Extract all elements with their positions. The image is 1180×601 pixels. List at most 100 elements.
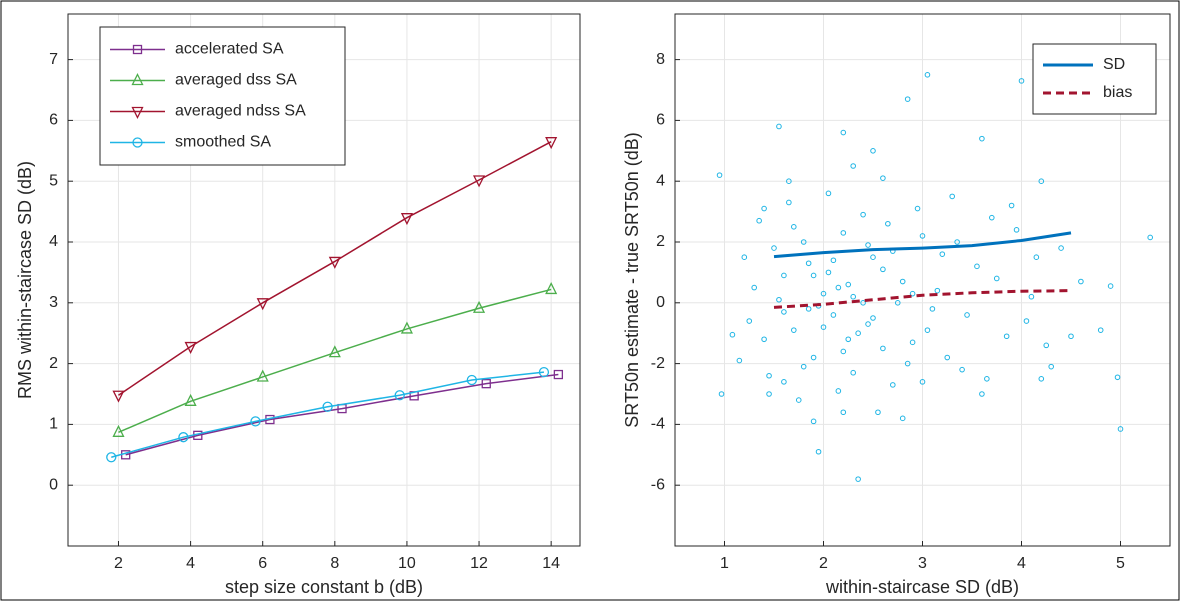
legend-label: smoothed SA <box>175 134 271 151</box>
y-tick-label: 2 <box>656 233 665 250</box>
scatter-point <box>904 96 911 102</box>
scatter-point <box>914 205 921 212</box>
scatter-point <box>865 321 871 327</box>
scatter-point <box>1068 333 1074 340</box>
y-tick-label: -4 <box>651 416 665 433</box>
x-tick-label: 12 <box>470 555 488 572</box>
y-tick-label: 4 <box>656 172 665 189</box>
scatter-point <box>1097 327 1104 333</box>
scatter-point <box>1008 202 1015 209</box>
scatter-point <box>805 260 812 267</box>
scatter-point <box>840 409 847 416</box>
scatter-point <box>850 163 857 169</box>
scatter-point <box>870 315 876 321</box>
scatter-point <box>741 254 748 261</box>
y-axis-label: SRT50n estimate - true SRT50n (dB) <box>622 132 642 427</box>
scatter-point <box>1038 178 1045 184</box>
series-line <box>118 141 552 396</box>
y-tick-label: 0 <box>656 294 665 311</box>
scatter-point <box>909 290 916 297</box>
scatter-point <box>795 397 802 403</box>
scatter-point <box>746 318 753 324</box>
scatter-point <box>835 388 842 394</box>
scatter-point <box>810 418 817 425</box>
scatter-point <box>840 230 847 236</box>
scatter-point <box>1028 293 1035 300</box>
scatter-point <box>1023 318 1030 324</box>
scatter-point <box>800 363 807 370</box>
x-axis-label: step size constant b (dB) <box>225 577 423 597</box>
scatter-point <box>1038 376 1045 382</box>
marker <box>184 341 197 355</box>
scatter-point <box>894 300 901 306</box>
y-tick-label: 7 <box>49 51 58 68</box>
scatter-point <box>1048 363 1054 370</box>
x-tick-label: 8 <box>330 555 339 572</box>
scatter-point <box>820 324 827 330</box>
scatter-point <box>919 379 926 385</box>
scatter-point <box>875 409 881 416</box>
scatter-point <box>865 242 871 248</box>
scatter-point <box>989 214 995 221</box>
marker <box>184 393 197 406</box>
scatter-point <box>845 281 852 288</box>
scatter-point <box>825 190 832 197</box>
scatter-point <box>899 415 906 422</box>
marker <box>250 416 261 427</box>
scatter-point <box>949 193 956 200</box>
scatter-point <box>924 327 931 333</box>
marker <box>322 401 333 412</box>
x-tick-label: 14 <box>542 555 560 572</box>
scatter-point <box>939 251 946 257</box>
x-tick-label: 10 <box>398 555 416 572</box>
scatter-point <box>761 336 767 343</box>
scatter-point <box>718 391 725 397</box>
y-tick-label: 4 <box>49 233 58 250</box>
scatter-point <box>880 266 886 273</box>
series-line <box>118 288 552 433</box>
marker <box>328 256 341 269</box>
scatter-point <box>919 233 926 239</box>
scatter-point <box>1114 374 1121 381</box>
marker <box>466 374 477 386</box>
axes-box <box>67 13 581 547</box>
scatter-point <box>840 129 847 136</box>
legend-label: accelerated SA <box>175 41 284 58</box>
scatter-point <box>830 312 837 318</box>
scatter-point <box>860 300 866 306</box>
axes-box <box>674 13 1171 547</box>
y-axis-label: RMS within-staircase SD (dB) <box>15 161 35 399</box>
marker <box>545 137 558 150</box>
legend-marker <box>132 44 143 55</box>
scatter-point <box>993 275 1000 282</box>
legend-label: averaged dss SA <box>175 72 297 89</box>
scatter-point <box>974 263 980 270</box>
x-tick-label: 4 <box>1017 555 1026 572</box>
scatter-point <box>766 372 772 379</box>
marker <box>112 424 125 437</box>
scatter-point <box>781 272 787 279</box>
y-tick-label: 3 <box>49 294 58 311</box>
scatter-point <box>1078 278 1084 285</box>
scatter-point <box>825 269 832 276</box>
scatter-point <box>776 296 782 303</box>
scatter-point <box>771 245 777 251</box>
scatter-point <box>850 369 857 376</box>
x-tick-label: 6 <box>258 555 267 572</box>
scatter-point <box>1033 254 1040 261</box>
scatter-point <box>1058 245 1064 251</box>
legend-label: SD <box>1103 56 1125 73</box>
scatter-point <box>855 330 861 337</box>
marker <box>400 213 413 226</box>
scatter-point <box>870 148 876 154</box>
x-tick-label: 5 <box>1116 555 1125 572</box>
scatter-point <box>984 376 990 382</box>
legend-box <box>1032 43 1157 115</box>
scatter-point <box>934 287 941 294</box>
scatter-point <box>959 366 965 373</box>
x-tick-label: 4 <box>186 555 195 572</box>
marker <box>394 390 405 401</box>
scatter-point <box>979 135 985 142</box>
y-tick-label: 6 <box>49 112 58 129</box>
